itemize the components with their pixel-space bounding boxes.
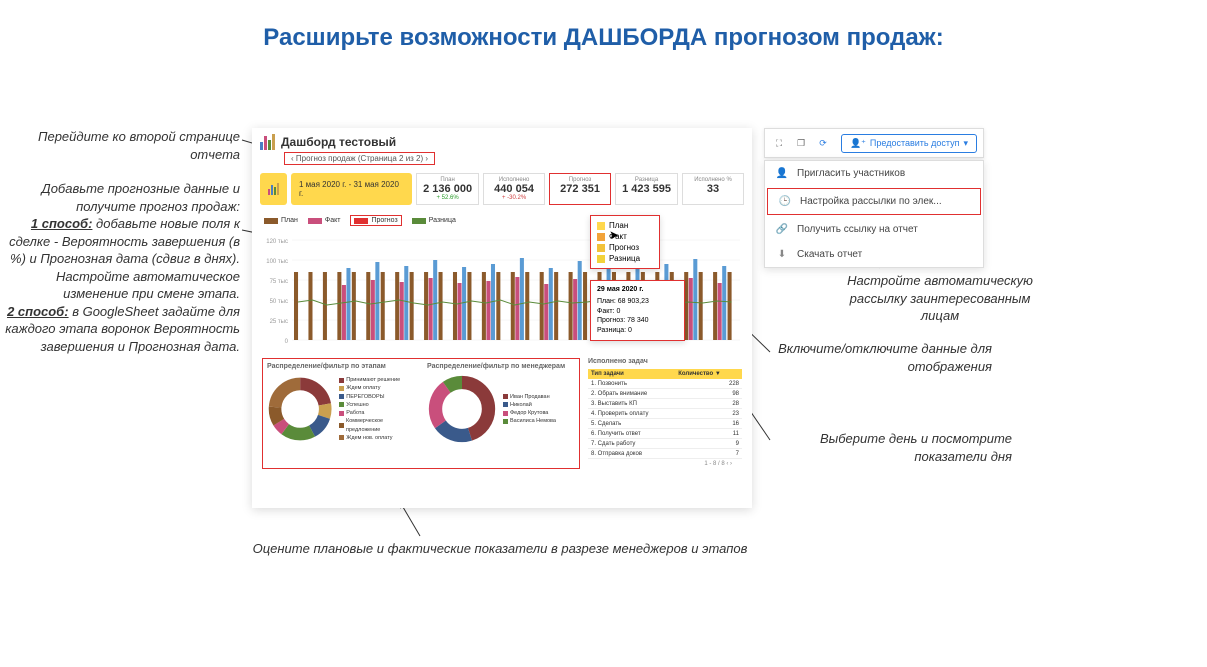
date-range-text[interactable]: 1 мая 2020 г. - 31 мая 2020 г. bbox=[291, 173, 412, 205]
share-dropdown: 👤Пригласить участников🕒Настройка рассылк… bbox=[764, 160, 984, 268]
legend-Факт[interactable]: Факт bbox=[308, 217, 341, 224]
annotation-evaluate-kpis: Оцените плановые и фактические показател… bbox=[240, 540, 760, 558]
kpi-Разница: Разница1 423 595 bbox=[615, 173, 678, 205]
share-menu-item[interactable]: 🕒Настройка рассылки по элек... bbox=[767, 188, 981, 215]
table-row[interactable]: 8. Отправка доков7 bbox=[588, 449, 742, 459]
dashboard-title: Дашборд тестовый bbox=[281, 135, 396, 149]
kpi-Прогноз: Прогноз272 351 bbox=[549, 173, 611, 205]
menu-item-icon: 🔗 bbox=[775, 224, 789, 235]
table-row[interactable]: 5. Сделать16 bbox=[588, 419, 742, 429]
share-button[interactable]: 👤⁺ Предоставить доступ ▾ bbox=[841, 134, 977, 153]
tasks-col-type[interactable]: Тип задачи bbox=[588, 369, 675, 379]
kpi-План: План2 136 000+ 52.6% bbox=[416, 173, 479, 205]
svg-text:75 тыс: 75 тыс bbox=[270, 279, 288, 285]
table-row[interactable]: 3. Выставить КП28 bbox=[588, 399, 742, 409]
chevron-down-icon: ▾ bbox=[963, 138, 968, 149]
donut-slice-label[interactable]: ПЕРЕГОВОРЫ bbox=[339, 393, 415, 401]
tooltip-line: План: 68 903,23 bbox=[597, 297, 678, 307]
page-indicator[interactable]: Прогноз продаж (Страница 2 из 2) bbox=[284, 152, 435, 165]
tasks-table: Тип задачиКоличество ▼ 1. Позвонить2282.… bbox=[588, 369, 742, 459]
donut-slice-label[interactable]: Работа bbox=[339, 409, 415, 417]
donut-slice-label[interactable]: Федор Крутова bbox=[503, 409, 556, 417]
table-row[interactable]: 4. Проверить оплату23 bbox=[588, 409, 742, 419]
annotation-pick-day: Выберите день и посмотрите показатели дн… bbox=[772, 430, 1012, 465]
tooltip-line: Прогноз: 78 340 bbox=[597, 316, 678, 326]
share-menu-item[interactable]: ⬇Скачать отчет bbox=[765, 242, 983, 267]
toggle-План[interactable]: План bbox=[597, 220, 653, 231]
section-tasks-title: Исполнено задач bbox=[588, 358, 742, 365]
donut-slice-label[interactable]: Ждем нов. оплату bbox=[339, 434, 415, 442]
toggle-Факт[interactable]: Факт bbox=[597, 231, 653, 242]
method2-label: 2 способ: bbox=[7, 304, 69, 319]
tasks-pager[interactable]: 1 - 8 / 8 ‹ › bbox=[588, 459, 742, 469]
tooltip-line: Факт: 0 bbox=[597, 307, 678, 317]
tooltip-line: Разница: 0 bbox=[597, 326, 678, 336]
table-row[interactable]: 6. Получить ответ11 bbox=[588, 429, 742, 439]
annotation-auto-mailing: Настройте автоматическую рассылку заинте… bbox=[830, 272, 1050, 325]
toggle-Прогноз[interactable]: Прогноз bbox=[597, 242, 653, 253]
donut-slice-label[interactable]: Принимают решение bbox=[339, 376, 415, 384]
donut-slice-label[interactable]: Василиса Немова bbox=[503, 417, 556, 425]
donut-stages[interactable] bbox=[267, 374, 333, 444]
page-title: Расширьте возможности ДАШБОРДА прогнозом… bbox=[0, 0, 1207, 64]
fullscreen-icon[interactable]: ⛶ bbox=[771, 135, 787, 151]
donut-charts-container: Распределение/фильтр по этапам Принимают… bbox=[262, 358, 580, 469]
section-stages-title: Распределение/фильтр по этапам bbox=[267, 363, 415, 370]
tasks-col-count[interactable]: Количество ▼ bbox=[675, 369, 742, 379]
date-range-chip[interactable] bbox=[260, 173, 287, 205]
table-row[interactable]: 2. Обрать внимание98 bbox=[588, 389, 742, 399]
annotation-goto-page2: Перейдите ко второй странице отчета bbox=[30, 128, 240, 163]
table-row[interactable]: 1. Позвонить228 bbox=[588, 379, 742, 389]
menu-item-icon: ⬇ bbox=[775, 249, 789, 260]
refresh-icon[interactable]: ⟳ bbox=[815, 135, 831, 151]
share-menu-item[interactable]: 👤Пригласить участников bbox=[765, 161, 983, 186]
kpi-Исполнено: Исполнено440 054+ -30.2% bbox=[483, 173, 545, 205]
legend-Прогноз[interactable]: Прогноз bbox=[350, 215, 401, 226]
legend-План[interactable]: План bbox=[264, 217, 298, 224]
section-managers-title: Распределение/фильтр по менеджерам bbox=[427, 363, 575, 370]
toggle-Разница[interactable]: Разница bbox=[597, 253, 653, 264]
annotation-forecast-methods: Добавьте прогнозные данные и получите пр… bbox=[0, 180, 240, 355]
donut-slice-label[interactable]: Успешно bbox=[339, 401, 415, 409]
menu-item-icon: 👤 bbox=[775, 168, 789, 179]
copy-icon[interactable]: ❐ bbox=[793, 135, 809, 151]
series-toggle-popover: ПланФактПрогнозРазница ➤ bbox=[590, 215, 660, 269]
method1-label: 1 способ: bbox=[31, 216, 93, 231]
cursor-icon: ➤ bbox=[609, 228, 619, 242]
svg-text:50 тыс: 50 тыс bbox=[270, 299, 288, 305]
donut-slice-label[interactable]: Иван Продаван bbox=[503, 393, 556, 401]
svg-text:0: 0 bbox=[285, 339, 289, 345]
tooltip-date: 29 мая 2020 г. bbox=[597, 285, 678, 295]
donut-slice-label[interactable]: Николай bbox=[503, 401, 556, 409]
day-tooltip: 29 мая 2020 г. План: 68 903,23Факт: 0Про… bbox=[590, 280, 685, 341]
share-user-icon: 👤⁺ bbox=[850, 138, 866, 149]
share-menu-item[interactable]: 🔗Получить ссылку на отчет bbox=[765, 217, 983, 242]
donut-slice-label[interactable]: Коммерческое предложение bbox=[339, 417, 415, 434]
donut-slice-label[interactable]: Ждем оплату bbox=[339, 384, 415, 392]
svg-text:120 тыс: 120 тыс bbox=[266, 239, 288, 245]
svg-text:25 тыс: 25 тыс bbox=[270, 319, 288, 325]
legend-Разница[interactable]: Разница bbox=[412, 217, 456, 224]
logo-icon bbox=[260, 134, 275, 150]
toolbar: ⛶ ❐ ⟳ 👤⁺ Предоставить доступ ▾ bbox=[764, 128, 984, 158]
table-row[interactable]: 7. Сдать работу9 bbox=[588, 439, 742, 449]
donut-managers[interactable] bbox=[427, 374, 497, 444]
kpi-Исполнено %: Исполнено %33 bbox=[682, 173, 744, 205]
annotation-toggle-data: Включите/отключите данные для отображени… bbox=[772, 340, 992, 375]
menu-item-icon: 🕒 bbox=[778, 196, 792, 207]
svg-text:100 тыс: 100 тыс bbox=[266, 259, 288, 265]
